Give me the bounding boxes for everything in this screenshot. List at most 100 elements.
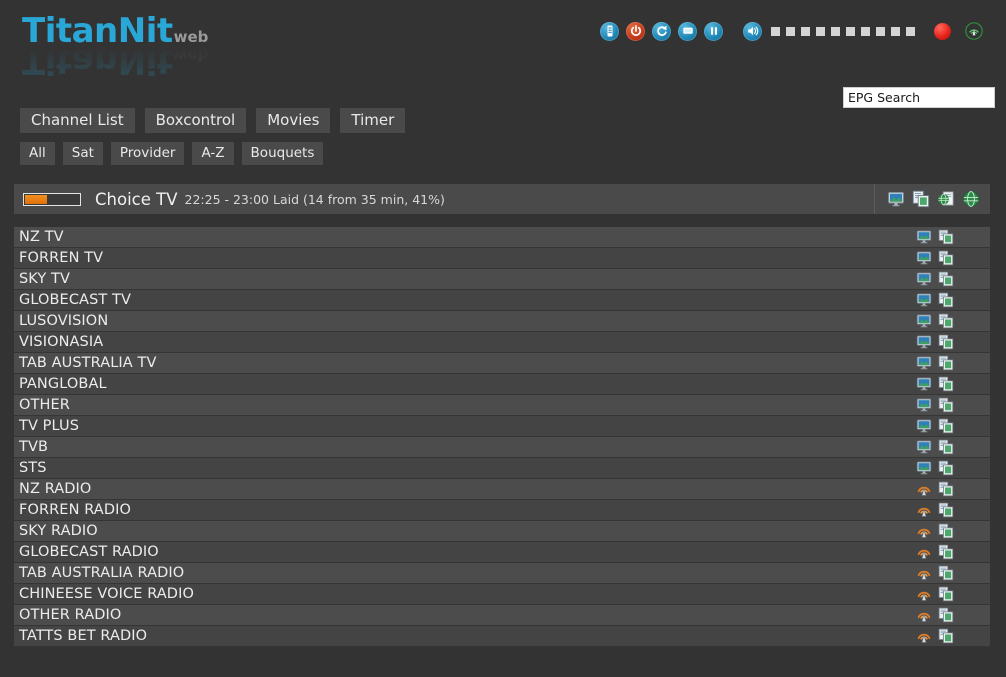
channel-row[interactable]: LUSOVISION (14, 311, 990, 332)
channel-row[interactable]: FORREN RADIO (14, 500, 990, 521)
channel-row[interactable]: OTHER RADIO (14, 605, 990, 626)
channel-row-actions (916, 521, 954, 541)
bouquet-list-icon[interactable] (938, 502, 954, 518)
program-progress-bar (23, 192, 81, 206)
tab-timer[interactable]: Timer (340, 108, 406, 133)
bouquet-list-icon[interactable] (938, 460, 954, 476)
volume-block[interactable] (906, 26, 915, 36)
tab-movies[interactable]: Movies (256, 108, 331, 133)
power-icon[interactable] (626, 21, 645, 41)
globe-icon[interactable] (962, 190, 980, 208)
volume-block[interactable] (816, 26, 825, 36)
volume-block[interactable] (801, 26, 810, 36)
multi-screen-icon[interactable] (912, 190, 930, 208)
bouquet-list-icon[interactable] (938, 418, 954, 434)
channel-row[interactable]: SKY RADIO (14, 521, 990, 542)
screen-icon[interactable] (887, 190, 905, 208)
bouquet-list-icon[interactable] (938, 292, 954, 308)
tv-screen-icon[interactable] (916, 376, 932, 392)
volume-block[interactable] (891, 26, 900, 36)
bouquet-list-icon[interactable] (938, 628, 954, 644)
bouquet-list-icon[interactable] (938, 250, 954, 266)
bouquet-list-icon[interactable] (938, 544, 954, 560)
tv-screen-icon[interactable] (916, 271, 932, 287)
channel-row-label: TV PLUS (19, 418, 80, 434)
speaker-icon[interactable] (743, 21, 762, 41)
radio-antenna-icon[interactable] (916, 565, 932, 581)
bouquet-list-icon[interactable] (938, 376, 954, 392)
tv-screen-icon[interactable] (916, 334, 932, 350)
bouquet-list-icon[interactable] (938, 565, 954, 581)
channel-row[interactable]: TVB (14, 437, 990, 458)
bouquet-list-icon[interactable] (938, 313, 954, 329)
tv-screen-icon[interactable] (916, 292, 932, 308)
channel-row-actions (916, 374, 954, 394)
radio-antenna-icon[interactable] (916, 502, 932, 518)
tv-screen-icon[interactable] (916, 397, 932, 413)
volume-block[interactable] (846, 26, 855, 36)
subtab-sat[interactable]: Sat (62, 142, 103, 166)
channel-row[interactable]: TAB AUSTRALIA RADIO (14, 563, 990, 584)
channel-row[interactable]: STS (14, 458, 990, 479)
screenshot-icon[interactable] (678, 21, 697, 41)
bouquet-list-icon[interactable] (938, 439, 954, 455)
radio-antenna-icon[interactable] (916, 586, 932, 602)
refresh-icon[interactable] (652, 21, 671, 41)
tab-boxcontrol[interactable]: Boxcontrol (144, 108, 247, 133)
signal-antenna-icon[interactable] (964, 21, 984, 41)
radio-antenna-icon[interactable] (916, 628, 932, 644)
tv-screen-icon[interactable] (916, 229, 932, 245)
channel-row[interactable]: GLOBECAST RADIO (14, 542, 990, 563)
tab-channel-list[interactable]: Channel List (20, 108, 135, 133)
tv-screen-icon[interactable] (916, 313, 932, 329)
subtab-provider[interactable]: Provider (110, 142, 185, 166)
bouquet-list-icon[interactable] (938, 229, 954, 245)
bouquet-list-icon[interactable] (938, 586, 954, 602)
subtab-a-z[interactable]: A-Z (192, 142, 234, 166)
channel-row[interactable]: TAB AUSTRALIA TV (14, 353, 990, 374)
volume-block[interactable] (861, 26, 870, 36)
channel-row[interactable]: VISIONASIA (14, 332, 990, 353)
volume-block[interactable] (786, 26, 795, 36)
channel-list: NZ TV FORREN TV SKY TV GLOBECAST TV LUSOVISI… (14, 227, 990, 647)
channel-row[interactable]: CHINEESE VOICE RADIO (14, 584, 990, 605)
bouquet-list-icon[interactable] (938, 334, 954, 350)
tv-screen-icon[interactable] (916, 439, 932, 455)
channel-row[interactable]: TV PLUS (14, 416, 990, 437)
channel-row[interactable]: GLOBECAST TV (14, 290, 990, 311)
epg-search-input[interactable] (843, 87, 995, 108)
remote-control-icon[interactable] (600, 21, 619, 41)
subtab-bouquets[interactable]: Bouquets (241, 142, 324, 166)
channel-row[interactable]: PANGLOBAL (14, 374, 990, 395)
channel-row-label: OTHER RADIO (19, 607, 122, 623)
channel-row[interactable]: TATTS BET RADIO (14, 626, 990, 647)
volume-level-indicator[interactable] (771, 26, 915, 36)
pause-icon[interactable] (704, 21, 723, 41)
bouquet-list-icon[interactable] (938, 355, 954, 371)
tv-screen-icon[interactable] (916, 418, 932, 434)
radio-antenna-icon[interactable] (916, 607, 932, 623)
bouquet-list-icon[interactable] (938, 607, 954, 623)
bouquet-list-icon[interactable] (938, 271, 954, 287)
tv-screen-icon[interactable] (916, 460, 932, 476)
bouquet-list-icon[interactable] (938, 523, 954, 539)
volume-block[interactable] (771, 26, 780, 36)
channel-row[interactable]: SKY TV (14, 269, 990, 290)
volume-block[interactable] (876, 26, 885, 36)
radio-antenna-icon[interactable] (916, 523, 932, 539)
subtab-all[interactable]: All (20, 142, 55, 166)
radio-antenna-icon[interactable] (916, 481, 932, 497)
bouquet-list-icon[interactable] (938, 481, 954, 497)
volume-block[interactable] (831, 26, 840, 36)
globe-page-icon[interactable] (937, 190, 955, 208)
tv-screen-icon[interactable] (916, 355, 932, 371)
channel-row[interactable]: OTHER (14, 395, 990, 416)
radio-antenna-icon[interactable] (916, 544, 932, 560)
channel-row-label: PANGLOBAL (19, 376, 107, 392)
bouquet-list-icon[interactable] (938, 397, 954, 413)
channel-row[interactable]: NZ RADIO (14, 479, 990, 500)
tv-screen-icon[interactable] (916, 250, 932, 266)
channel-row[interactable]: NZ TV (14, 227, 990, 248)
channel-row[interactable]: FORREN TV (14, 248, 990, 269)
app-logo: TitanNitweb TitanNitweb (22, 14, 208, 81)
